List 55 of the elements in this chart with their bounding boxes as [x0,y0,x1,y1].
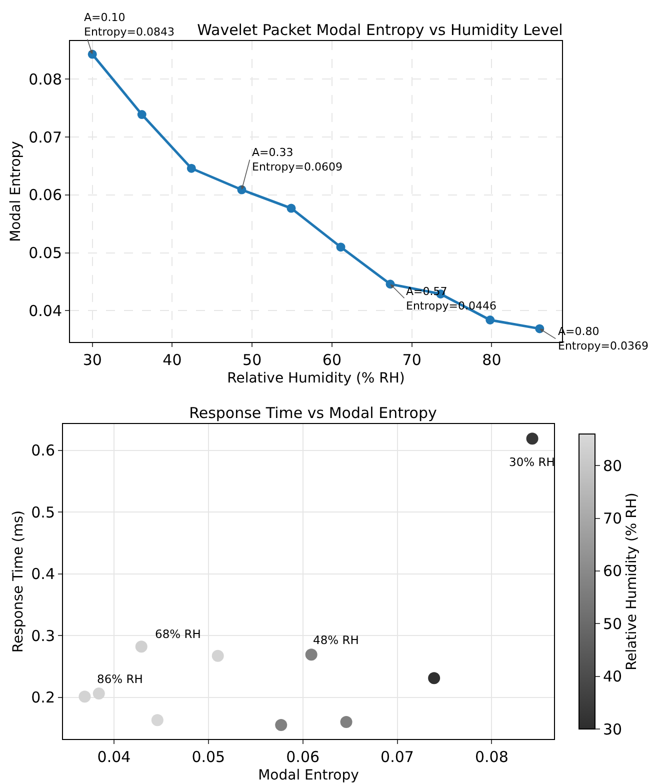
x-tick-label: 30 [82,351,102,369]
point [286,204,296,213]
point [212,650,224,662]
point [526,432,538,445]
annotation: A=0.33 Entropy=0.0609 [252,146,342,174]
point [340,716,352,728]
point [186,164,196,173]
y-tick-label: 0.2 [31,688,55,707]
y-tick-label: 0.5 [31,503,55,522]
y-tick-label: 0.07 [28,128,62,146]
x-tick-label: 0.06 [286,748,320,766]
x-tick-label: 70 [402,351,422,369]
point [428,672,440,684]
x-axis-title: Relative Humidity (% RH) [227,370,405,386]
color-bar-label: 30 [603,720,622,738]
y-tick-label: 0.08 [28,70,62,88]
color-bar-label: 70 [603,510,622,528]
color-bar-label: 50 [603,614,622,633]
point [135,640,148,653]
x-tick-label: 60 [322,351,342,369]
point [151,714,164,726]
point [78,690,91,703]
y-tick-label: 0.05 [28,244,62,262]
annotation: 48% RH [313,633,359,647]
x-tick-label: 80 [482,351,502,369]
color-bar-label: 40 [603,668,622,686]
x-axis-title: Modal Entropy [258,767,359,784]
point [336,242,346,252]
annotation: A=0.10 Entropy=0.0843 [84,11,174,38]
annotation: 86% RH [97,672,143,686]
y-axis-title: Modal Entropy [8,141,24,242]
color-bar-label: 60 [603,562,622,580]
x-tick-label: 40 [162,351,182,369]
y-tick-label: 0.3 [31,626,55,645]
y-tick-label: 0.6 [31,442,55,460]
x-tick-label: 0.05 [192,748,226,766]
y-axis-title: Response Time (ms) [10,510,27,653]
x-tick-label: 0.08 [474,748,508,766]
x-tick-label: 0.07 [380,748,414,766]
point [305,648,318,661]
point [486,316,495,324]
color-bar-label: 80 [603,456,622,475]
annotation: 30% RH [509,455,555,469]
x-tick-label: 0.04 [97,748,131,766]
y-tick-label: 0.04 [28,302,62,320]
y-tick-label: 0.4 [31,565,55,584]
point [92,688,105,700]
x-tick-label: 50 [242,351,262,369]
annotation: 68% RH [155,627,201,641]
chart-title: Wavelet Packet Modal Entropy vs Humidity Level [197,21,563,39]
point [137,110,146,120]
chart-title: Response Time vs Modal Entropy [189,404,438,422]
y-tick-label: 0.06 [28,186,62,204]
point [275,719,288,732]
color-bar-title: Relative Humidity (% RH) [624,492,640,670]
